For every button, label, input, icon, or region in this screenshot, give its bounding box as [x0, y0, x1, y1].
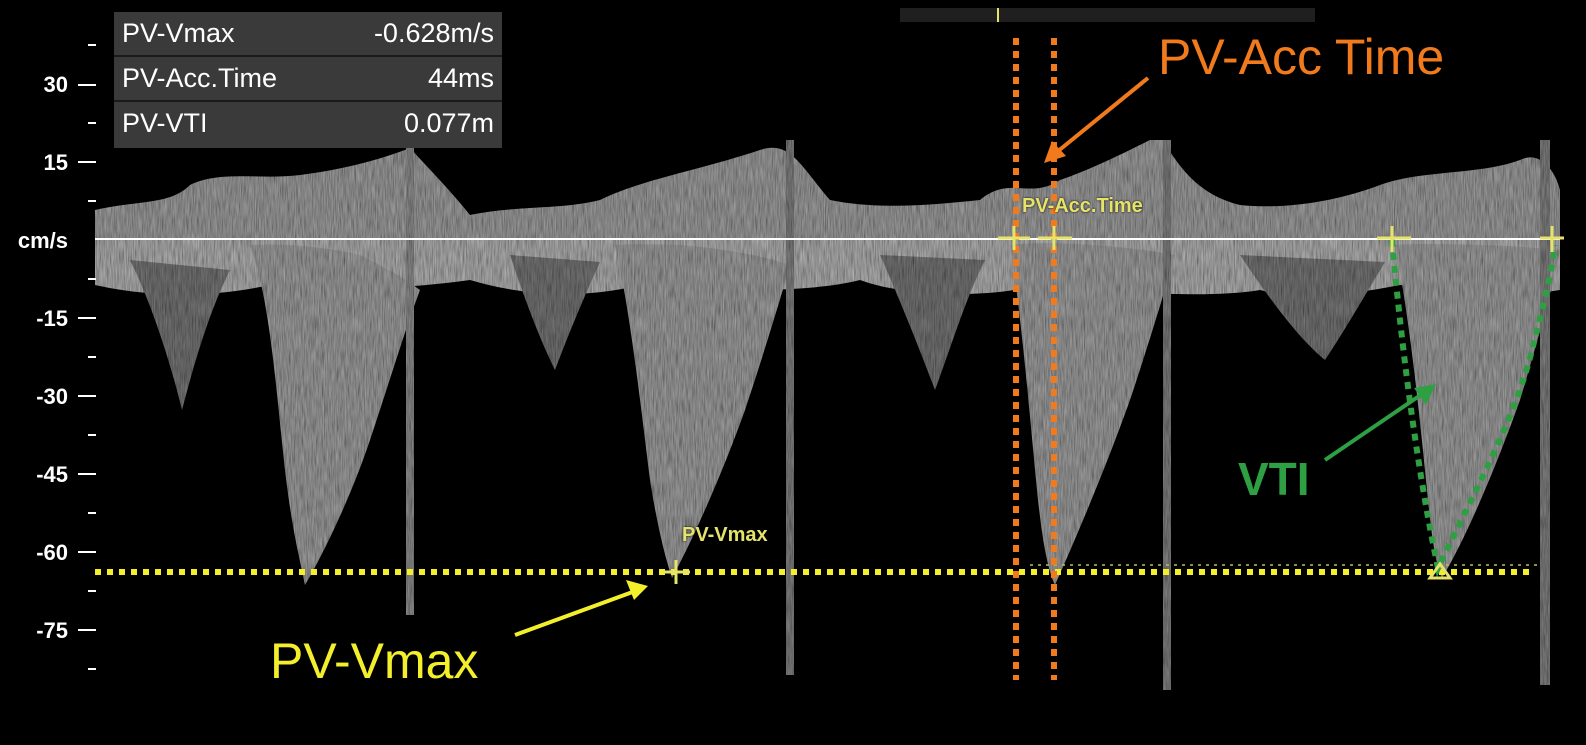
measurement-row-acc-time: PV-Acc.Time 44ms: [114, 57, 502, 102]
axis-tick-label: 30: [43, 72, 68, 97]
measurement-label: PV-Acc.Time: [122, 63, 278, 93]
axis-tick-label: 15: [43, 150, 68, 175]
vmax-marker-label: PV-Vmax: [682, 524, 768, 546]
measurement-label: PV-Vmax: [122, 18, 235, 48]
axis-tick-label: -15: [36, 306, 68, 331]
axis-tick-label: -75: [36, 618, 68, 643]
vmax-annotation: PV-Vmax: [270, 633, 479, 689]
measurement-value: -0.628m/s: [373, 18, 494, 48]
axis-tick-label: -30: [36, 384, 68, 409]
measurement-value: 44ms: [427, 63, 494, 93]
axis-unit-label: cm/s: [17, 228, 68, 253]
vti-annotation: VTI: [1238, 453, 1310, 505]
measurement-value: 0.077m: [403, 108, 494, 138]
acc-time-marker-label: PV-Acc.Time: [1022, 195, 1143, 217]
acc-time-annotation: PV-Acc Time: [1158, 29, 1445, 85]
measurement-label: PV-VTI: [122, 108, 208, 138]
measurement-panel: PV-Vmax -0.628m/s PV-Acc.Time 44ms PV-VT…: [114, 12, 502, 148]
axis-tick-label: -60: [36, 540, 68, 565]
measurement-row-vmax: PV-Vmax -0.628m/s: [114, 12, 502, 57]
axis-tick-label: -45: [36, 462, 68, 487]
measurement-row-vti: PV-VTI 0.077m: [114, 102, 502, 145]
